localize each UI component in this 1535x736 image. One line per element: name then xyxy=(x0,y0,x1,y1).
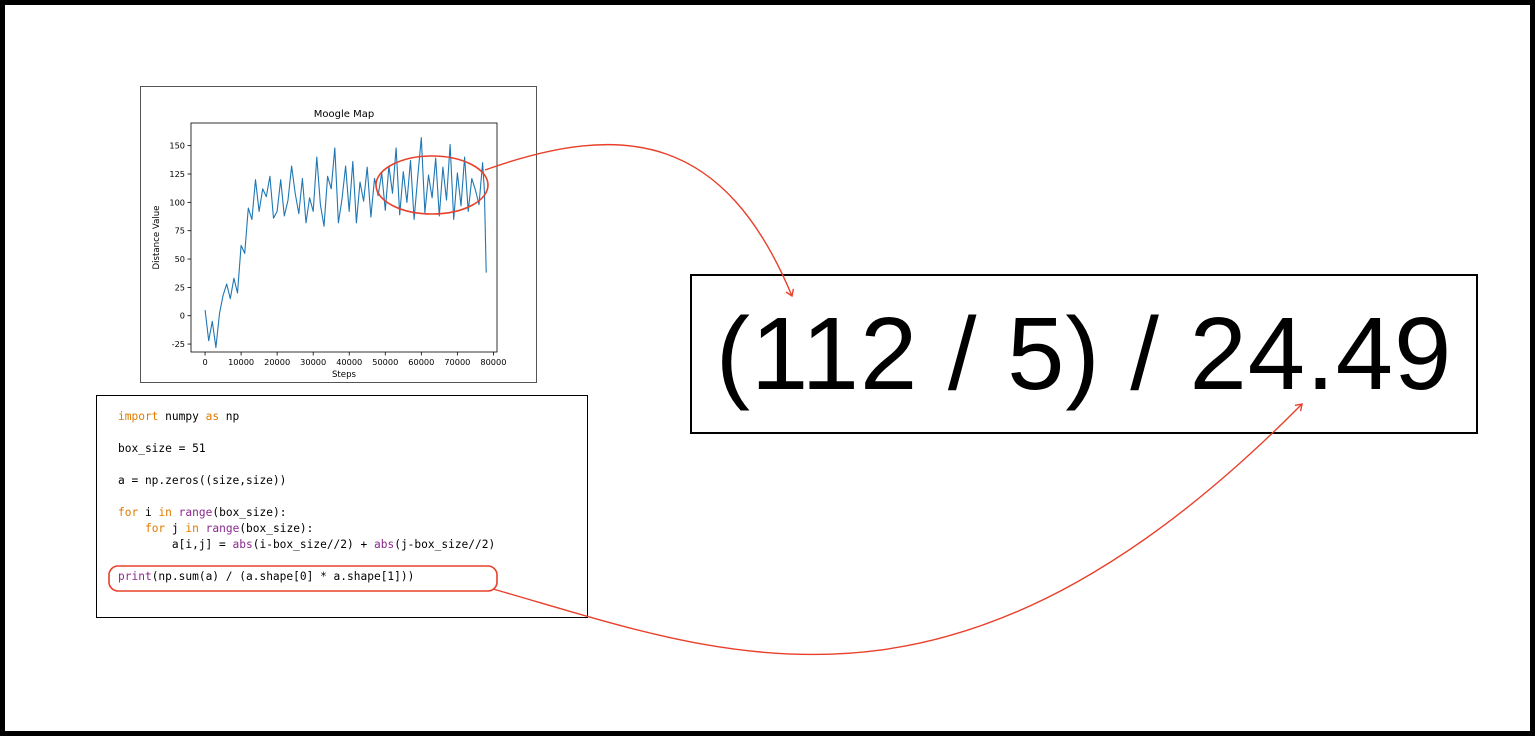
code-token: for xyxy=(144,522,166,535)
code-line: box_size = 51 xyxy=(118,442,206,456)
code-token xyxy=(172,506,179,519)
x-axis-label: Steps xyxy=(332,370,357,380)
x-tick-label: 50000 xyxy=(372,357,398,367)
code-token: numpy xyxy=(158,410,206,423)
code-token: np xyxy=(219,410,240,423)
code-token: for xyxy=(118,506,139,519)
line-chart: Moogle Map 0 10000 20000 30000 40000 50000 6000… xyxy=(152,109,506,380)
y-tick-label: 25 xyxy=(175,282,185,292)
series-line-0 xyxy=(204,137,487,349)
x-tick-label: 70000 xyxy=(444,357,470,367)
code-line: for j in range(box_size): xyxy=(118,522,313,536)
code-token: abs xyxy=(232,538,253,551)
result-expression-box: (112 / 5) / 24.49 xyxy=(690,274,1478,434)
code-snippet: import numpy as np box_size = 51 a = np.ze… xyxy=(96,395,588,618)
code-line: print(np.sum(a) / (a.shape[0] * a.shape[… xyxy=(118,570,414,584)
code-token: in xyxy=(185,522,199,535)
code-token: range xyxy=(178,506,213,519)
code-line: for i in range(box_size): xyxy=(118,506,286,520)
code-token: abs xyxy=(373,538,395,551)
code-line: a = np.zeros((size,size)) xyxy=(118,474,286,488)
code-token: in xyxy=(158,506,172,519)
code-line: import numpy as np xyxy=(118,410,239,424)
y-tick-label: 125 xyxy=(169,169,185,179)
code-token: (j-box_size//2) xyxy=(394,538,496,551)
y-tick-label: -25 xyxy=(172,339,185,349)
x-tick-label: 10000 xyxy=(228,357,254,367)
code-token: (np.sum(a) / (a.shape[0] * a.shape[1])) xyxy=(151,570,415,583)
code-token: range xyxy=(205,522,240,535)
code-token xyxy=(118,522,145,535)
slide: Moogle Map 0 10000 20000 30000 40000 50000 6000… xyxy=(5,5,1530,731)
code-token: import xyxy=(118,410,159,423)
plot-image: Moogle Map 0 10000 20000 30000 40000 50000 6000… xyxy=(140,86,537,383)
code-token: as xyxy=(205,410,220,423)
code-token: a[i,j] = xyxy=(118,538,233,551)
y-tick-label: 0 xyxy=(180,311,185,321)
x-tick-label: 40000 xyxy=(336,357,362,367)
y-axis-label: Distance Value xyxy=(152,206,162,270)
code-token: print xyxy=(118,570,152,583)
code-token xyxy=(199,522,206,535)
code-token: (box_size): xyxy=(239,522,314,535)
chart-title: Moogle Map xyxy=(314,109,374,120)
code-token: (i-box_size//2) + xyxy=(252,538,374,551)
code-token: a = np.zeros((size,size)) xyxy=(118,474,287,487)
x-tick-label: 60000 xyxy=(408,357,434,367)
code-token: (box_size): xyxy=(212,506,287,519)
y-tick-label: 75 xyxy=(175,226,185,236)
x-tick-label: 30000 xyxy=(300,357,326,367)
x-tick-label: 0 xyxy=(202,357,207,367)
y-tick-label: 50 xyxy=(175,254,185,264)
code-token: j xyxy=(165,522,186,535)
arrow-code-to-result xyxy=(492,403,1303,656)
code-token: box_size = 51 xyxy=(118,442,206,455)
code-line: a[i,j] = abs(i-box_size//2) + abs(j-box_… xyxy=(118,538,495,552)
y-tick-label: 150 xyxy=(169,141,185,151)
y-tick-label: 100 xyxy=(169,197,185,207)
result-expression: (112 / 5) / 24.49 xyxy=(715,296,1453,411)
x-tick-label: 80000 xyxy=(480,357,506,367)
code-token: i xyxy=(138,506,159,519)
x-tick-label: 20000 xyxy=(264,357,290,367)
